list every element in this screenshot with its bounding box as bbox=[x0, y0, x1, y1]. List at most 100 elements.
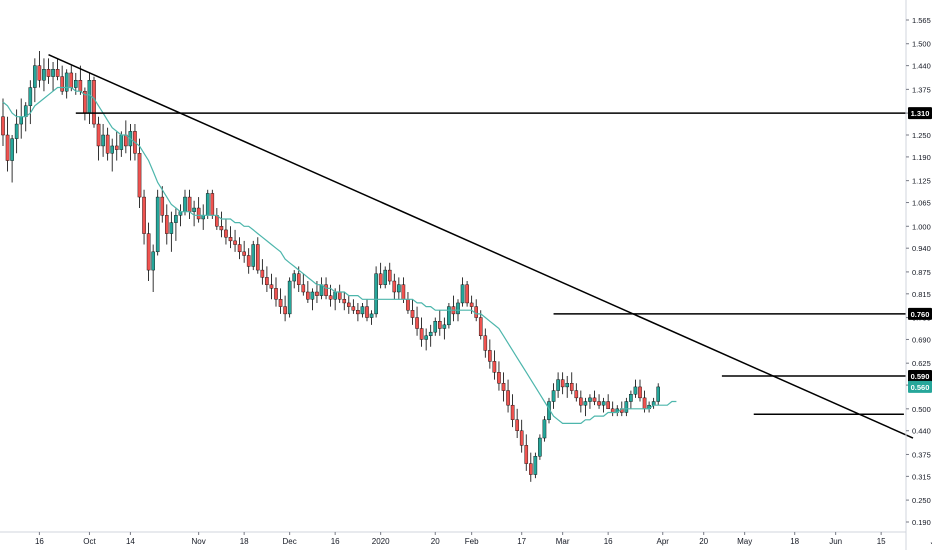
time-axis[interactable]: 16 Oct 14 Nov 18 Dec 16 2020 20 Feb 17 Mar 16 Apr 20 Ma… bbox=[0, 531, 932, 546]
candle-body bbox=[601, 401, 606, 406]
candle-body bbox=[488, 350, 492, 362]
time-tick-label: Jun bbox=[829, 537, 842, 546]
candle-body bbox=[246, 255, 251, 267]
candle-body bbox=[337, 291, 342, 300]
candle-body bbox=[210, 193, 215, 216]
candle-body bbox=[360, 306, 365, 315]
candle-body bbox=[274, 288, 278, 300]
candle-body bbox=[219, 226, 224, 231]
candle-body bbox=[1, 116, 5, 136]
candle-body bbox=[419, 328, 424, 340]
candle-body bbox=[597, 401, 601, 406]
candle-body bbox=[406, 299, 410, 311]
price-tick-label: 1.375 bbox=[912, 85, 931, 94]
candle-body bbox=[560, 379, 565, 388]
candle-body bbox=[28, 87, 33, 106]
price-tick-label: 1.440 bbox=[912, 62, 931, 71]
candle-body bbox=[501, 383, 506, 391]
level-price-tag-label: 1.310 bbox=[911, 109, 930, 118]
candle-body bbox=[465, 284, 469, 304]
candle-body bbox=[287, 280, 292, 315]
candle-body bbox=[474, 306, 479, 318]
candle-body bbox=[387, 269, 392, 282]
price-tick-label: 0.940 bbox=[912, 244, 931, 253]
candle-body bbox=[538, 437, 542, 457]
candle-body bbox=[324, 284, 328, 296]
candle-body bbox=[656, 386, 660, 402]
candle-body bbox=[242, 251, 246, 256]
candle-body bbox=[592, 397, 597, 402]
candle-body bbox=[196, 207, 201, 220]
candle-body bbox=[174, 215, 178, 223]
price-tick-label: 0.500 bbox=[912, 405, 931, 414]
candle-body bbox=[142, 196, 146, 234]
candle-body bbox=[301, 284, 306, 293]
candle-body bbox=[515, 419, 519, 431]
candle-body bbox=[565, 383, 569, 388]
level-price-tag-bg bbox=[908, 307, 932, 320]
level-price-tag-label: 0.590 bbox=[911, 372, 930, 381]
time-tick-label: 18 bbox=[240, 537, 249, 546]
candle-body bbox=[92, 80, 96, 125]
price-tick-label: 1.250 bbox=[912, 131, 931, 140]
candle-body bbox=[183, 196, 187, 212]
time-tick-label: 20 bbox=[431, 537, 440, 546]
candle-body bbox=[569, 383, 574, 391]
candle-body bbox=[292, 273, 297, 282]
candle-body bbox=[46, 69, 51, 77]
time-tick-label: Apr bbox=[657, 537, 670, 546]
time-tick-label: 15 bbox=[877, 537, 886, 546]
candle-body bbox=[469, 302, 474, 307]
time-tick-label: Nov bbox=[192, 537, 206, 546]
candle-body bbox=[224, 229, 228, 238]
candle-body bbox=[51, 69, 55, 77]
time-tick-label: 17 bbox=[517, 537, 526, 546]
candle-body bbox=[73, 80, 78, 88]
candle-body bbox=[347, 302, 351, 307]
candle-body bbox=[269, 284, 274, 289]
time-tick-label: 16 bbox=[331, 537, 340, 546]
candle-body bbox=[369, 313, 374, 318]
candle-body bbox=[146, 233, 151, 271]
price-tick-label: 1.000 bbox=[912, 222, 931, 231]
candle-body bbox=[533, 456, 538, 475]
current-price-tag-bg bbox=[908, 380, 932, 393]
price-tick-label: 1.190 bbox=[912, 153, 931, 162]
candle-body bbox=[315, 291, 319, 296]
price-tick-label: 1.565 bbox=[912, 16, 931, 25]
level-price-tag-bg bbox=[908, 369, 932, 382]
candle-body bbox=[114, 145, 119, 150]
time-tick-label: 16 bbox=[35, 537, 44, 546]
candle-body bbox=[483, 335, 488, 351]
candle-body bbox=[642, 397, 647, 410]
candle-body bbox=[397, 284, 401, 293]
candle-body bbox=[192, 207, 196, 212]
candle-body bbox=[442, 324, 447, 329]
moving-average-layer bbox=[2, 86, 677, 424]
time-tick-label: 18 bbox=[790, 537, 799, 546]
candle-body bbox=[365, 306, 369, 318]
candle-body bbox=[433, 321, 438, 333]
price-tick-label: 1.500 bbox=[912, 40, 931, 49]
candle-body bbox=[447, 306, 451, 326]
candle-body bbox=[33, 65, 37, 88]
candle-body bbox=[424, 335, 428, 340]
candle-body bbox=[351, 306, 356, 311]
candle-body bbox=[119, 134, 124, 150]
price-tick-label: 0.690 bbox=[912, 335, 931, 344]
candle-body bbox=[497, 372, 501, 384]
level-price-tag-bg bbox=[908, 107, 932, 120]
candle-body bbox=[151, 251, 155, 271]
price-tick-label: 0.315 bbox=[912, 472, 931, 481]
candle-body bbox=[37, 65, 42, 81]
candle-body bbox=[296, 273, 301, 285]
candle-body bbox=[251, 244, 256, 267]
candle-body bbox=[588, 397, 592, 402]
candle-body bbox=[410, 310, 415, 318]
candle-body bbox=[629, 394, 633, 402]
candle-body bbox=[228, 237, 233, 242]
candle-body bbox=[110, 145, 114, 154]
